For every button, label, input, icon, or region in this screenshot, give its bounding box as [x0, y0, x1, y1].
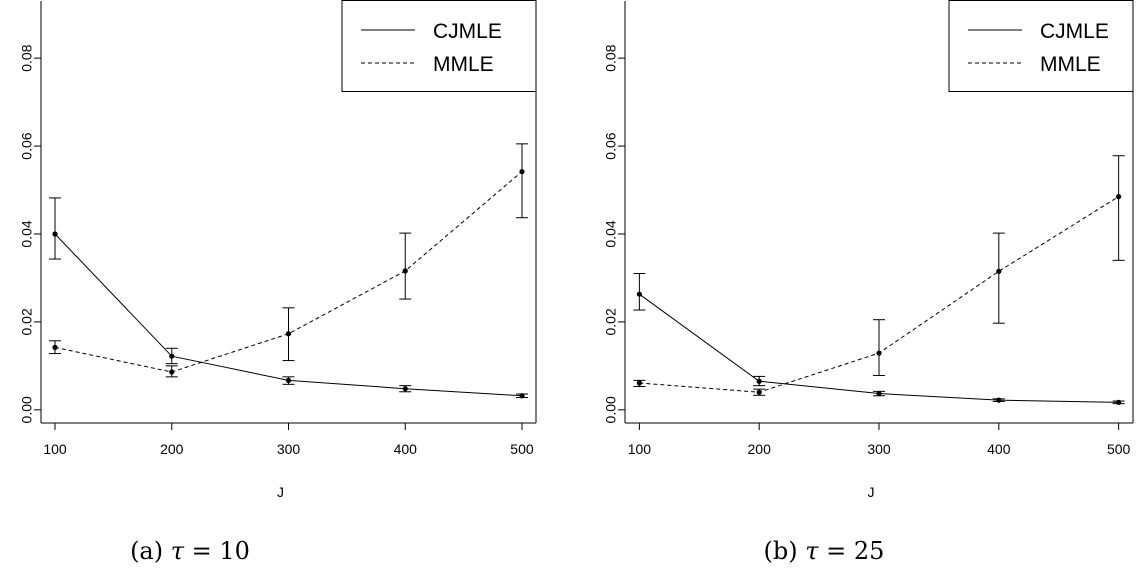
data-point [756, 389, 762, 395]
data-point [996, 397, 1002, 403]
data-point [519, 393, 525, 399]
data-point [285, 331, 292, 337]
y-tick-label: 0.06 [603, 132, 619, 159]
data-point [876, 390, 882, 397]
legend-box [341, 0, 537, 92]
caption-prefix: (b) [764, 537, 798, 565]
data-point [519, 168, 525, 175]
caption-space [798, 537, 806, 565]
error-bar [873, 319, 885, 377]
data-point [756, 378, 762, 384]
legend: CJMLE MMLE [948, 0, 1134, 92]
error-bar [992, 232, 1005, 324]
x-tick-label: 500 [510, 441, 534, 457]
caption-rest: = 10 [184, 537, 250, 565]
y-tick-label: 0.08 [603, 44, 619, 71]
data-point [636, 380, 642, 386]
chart-panel-b: 0.00 0.02 0.04 0.06 0.08 100 200 300 400 500 J CJML… [603, 0, 1134, 565]
error-bar [399, 232, 412, 300]
x-tick-label: 300 [867, 441, 891, 457]
data-point [636, 291, 642, 297]
x-tick-label: 200 [160, 441, 184, 457]
y-tick-label: 0.00 [19, 396, 35, 423]
y-tick-label: 0.08 [19, 44, 35, 71]
data-point [169, 369, 175, 375]
x-tick-label: 100 [628, 441, 652, 457]
data-point [169, 353, 175, 359]
caption-symbol: τ [171, 537, 185, 565]
x-tick-label: 400 [394, 441, 418, 457]
y-tick-label: 0.02 [19, 308, 35, 335]
x-tick-label: 300 [277, 441, 301, 457]
series-mmle [49, 143, 528, 378]
legend-label-cjmle: CJMLE [1040, 20, 1109, 43]
legend-label-mmle: MMLE [1040, 53, 1101, 76]
caption-prefix: (a) [130, 537, 163, 565]
error-bar [515, 143, 528, 219]
x-axis-label: J [868, 484, 875, 500]
series-line-mmle [54, 171, 523, 373]
data-point [52, 344, 58, 350]
data-point [1116, 194, 1122, 200]
caption-symbol: τ [805, 537, 819, 565]
x-axis-label: J [277, 484, 284, 500]
legend-label-cjmle: CJMLE [433, 20, 502, 43]
y-tick-label: 0.06 [19, 132, 35, 159]
data-point [52, 231, 58, 237]
y-tick-label: 0.04 [19, 220, 35, 247]
x-tick-label: 100 [43, 441, 67, 457]
data-point [876, 350, 882, 356]
y-tick-label: 0.00 [603, 396, 619, 423]
legend: CJMLE MMLE [341, 0, 537, 92]
error-bar [49, 197, 62, 260]
caption-space [163, 537, 171, 565]
series-mmle [633, 155, 1125, 396]
x-tick-label: 500 [1107, 441, 1131, 457]
x-tick-label: 200 [748, 441, 772, 457]
data-point [285, 377, 292, 383]
data-point [402, 268, 408, 274]
data-point [1116, 399, 1122, 405]
figure-caption: (b) τ = 25 [764, 537, 885, 565]
y-tick-label: 0.02 [603, 308, 619, 335]
legend-box [948, 0, 1134, 92]
caption-rest: = 25 [819, 537, 885, 565]
error-bar [1112, 155, 1125, 261]
data-point [996, 268, 1002, 274]
figure-caption: (a) τ = 10 [130, 537, 250, 565]
series-cjmle [49, 197, 528, 399]
x-tick-label: 400 [987, 441, 1011, 457]
data-point [402, 386, 408, 392]
legend-label-mmle: MMLE [433, 53, 494, 76]
y-tick-label: 0.04 [603, 220, 619, 247]
series-cjmle [633, 273, 1125, 405]
chart-panel-a: 0.00 0.02 0.04 0.06 0.08 100 200 300 400 500 J CJML… [19, 0, 537, 565]
